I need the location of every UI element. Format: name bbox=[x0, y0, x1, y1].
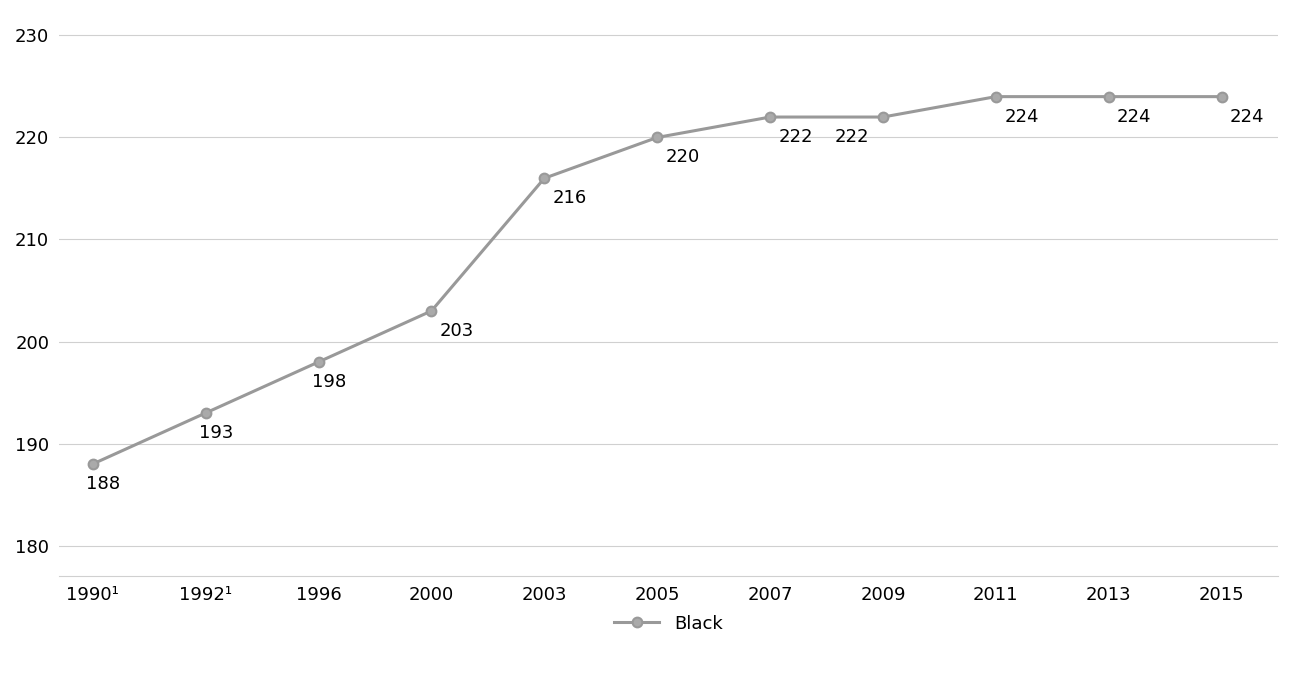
Black bbox=[424, 307, 440, 315]
Text: 193: 193 bbox=[199, 424, 233, 442]
Text: 222: 222 bbox=[778, 128, 813, 146]
Text: 198: 198 bbox=[312, 373, 347, 391]
Text: 224: 224 bbox=[1005, 108, 1038, 125]
Black bbox=[85, 460, 101, 468]
Black bbox=[1214, 92, 1230, 101]
Black bbox=[537, 174, 552, 182]
Text: 188: 188 bbox=[85, 475, 120, 493]
Black bbox=[198, 409, 213, 417]
Legend: Black: Black bbox=[608, 608, 729, 640]
Text: 224: 224 bbox=[1117, 108, 1152, 125]
Black bbox=[1100, 92, 1116, 101]
Black bbox=[649, 134, 665, 142]
Text: 220: 220 bbox=[666, 149, 700, 166]
Text: 224: 224 bbox=[1230, 108, 1265, 125]
Line: Black: Black bbox=[88, 92, 1227, 469]
Text: 222: 222 bbox=[834, 128, 869, 146]
Black bbox=[310, 358, 326, 366]
Black bbox=[988, 92, 1003, 101]
Text: 216: 216 bbox=[552, 189, 587, 208]
Black bbox=[763, 113, 778, 121]
Black bbox=[875, 113, 891, 121]
Text: 203: 203 bbox=[440, 322, 475, 340]
